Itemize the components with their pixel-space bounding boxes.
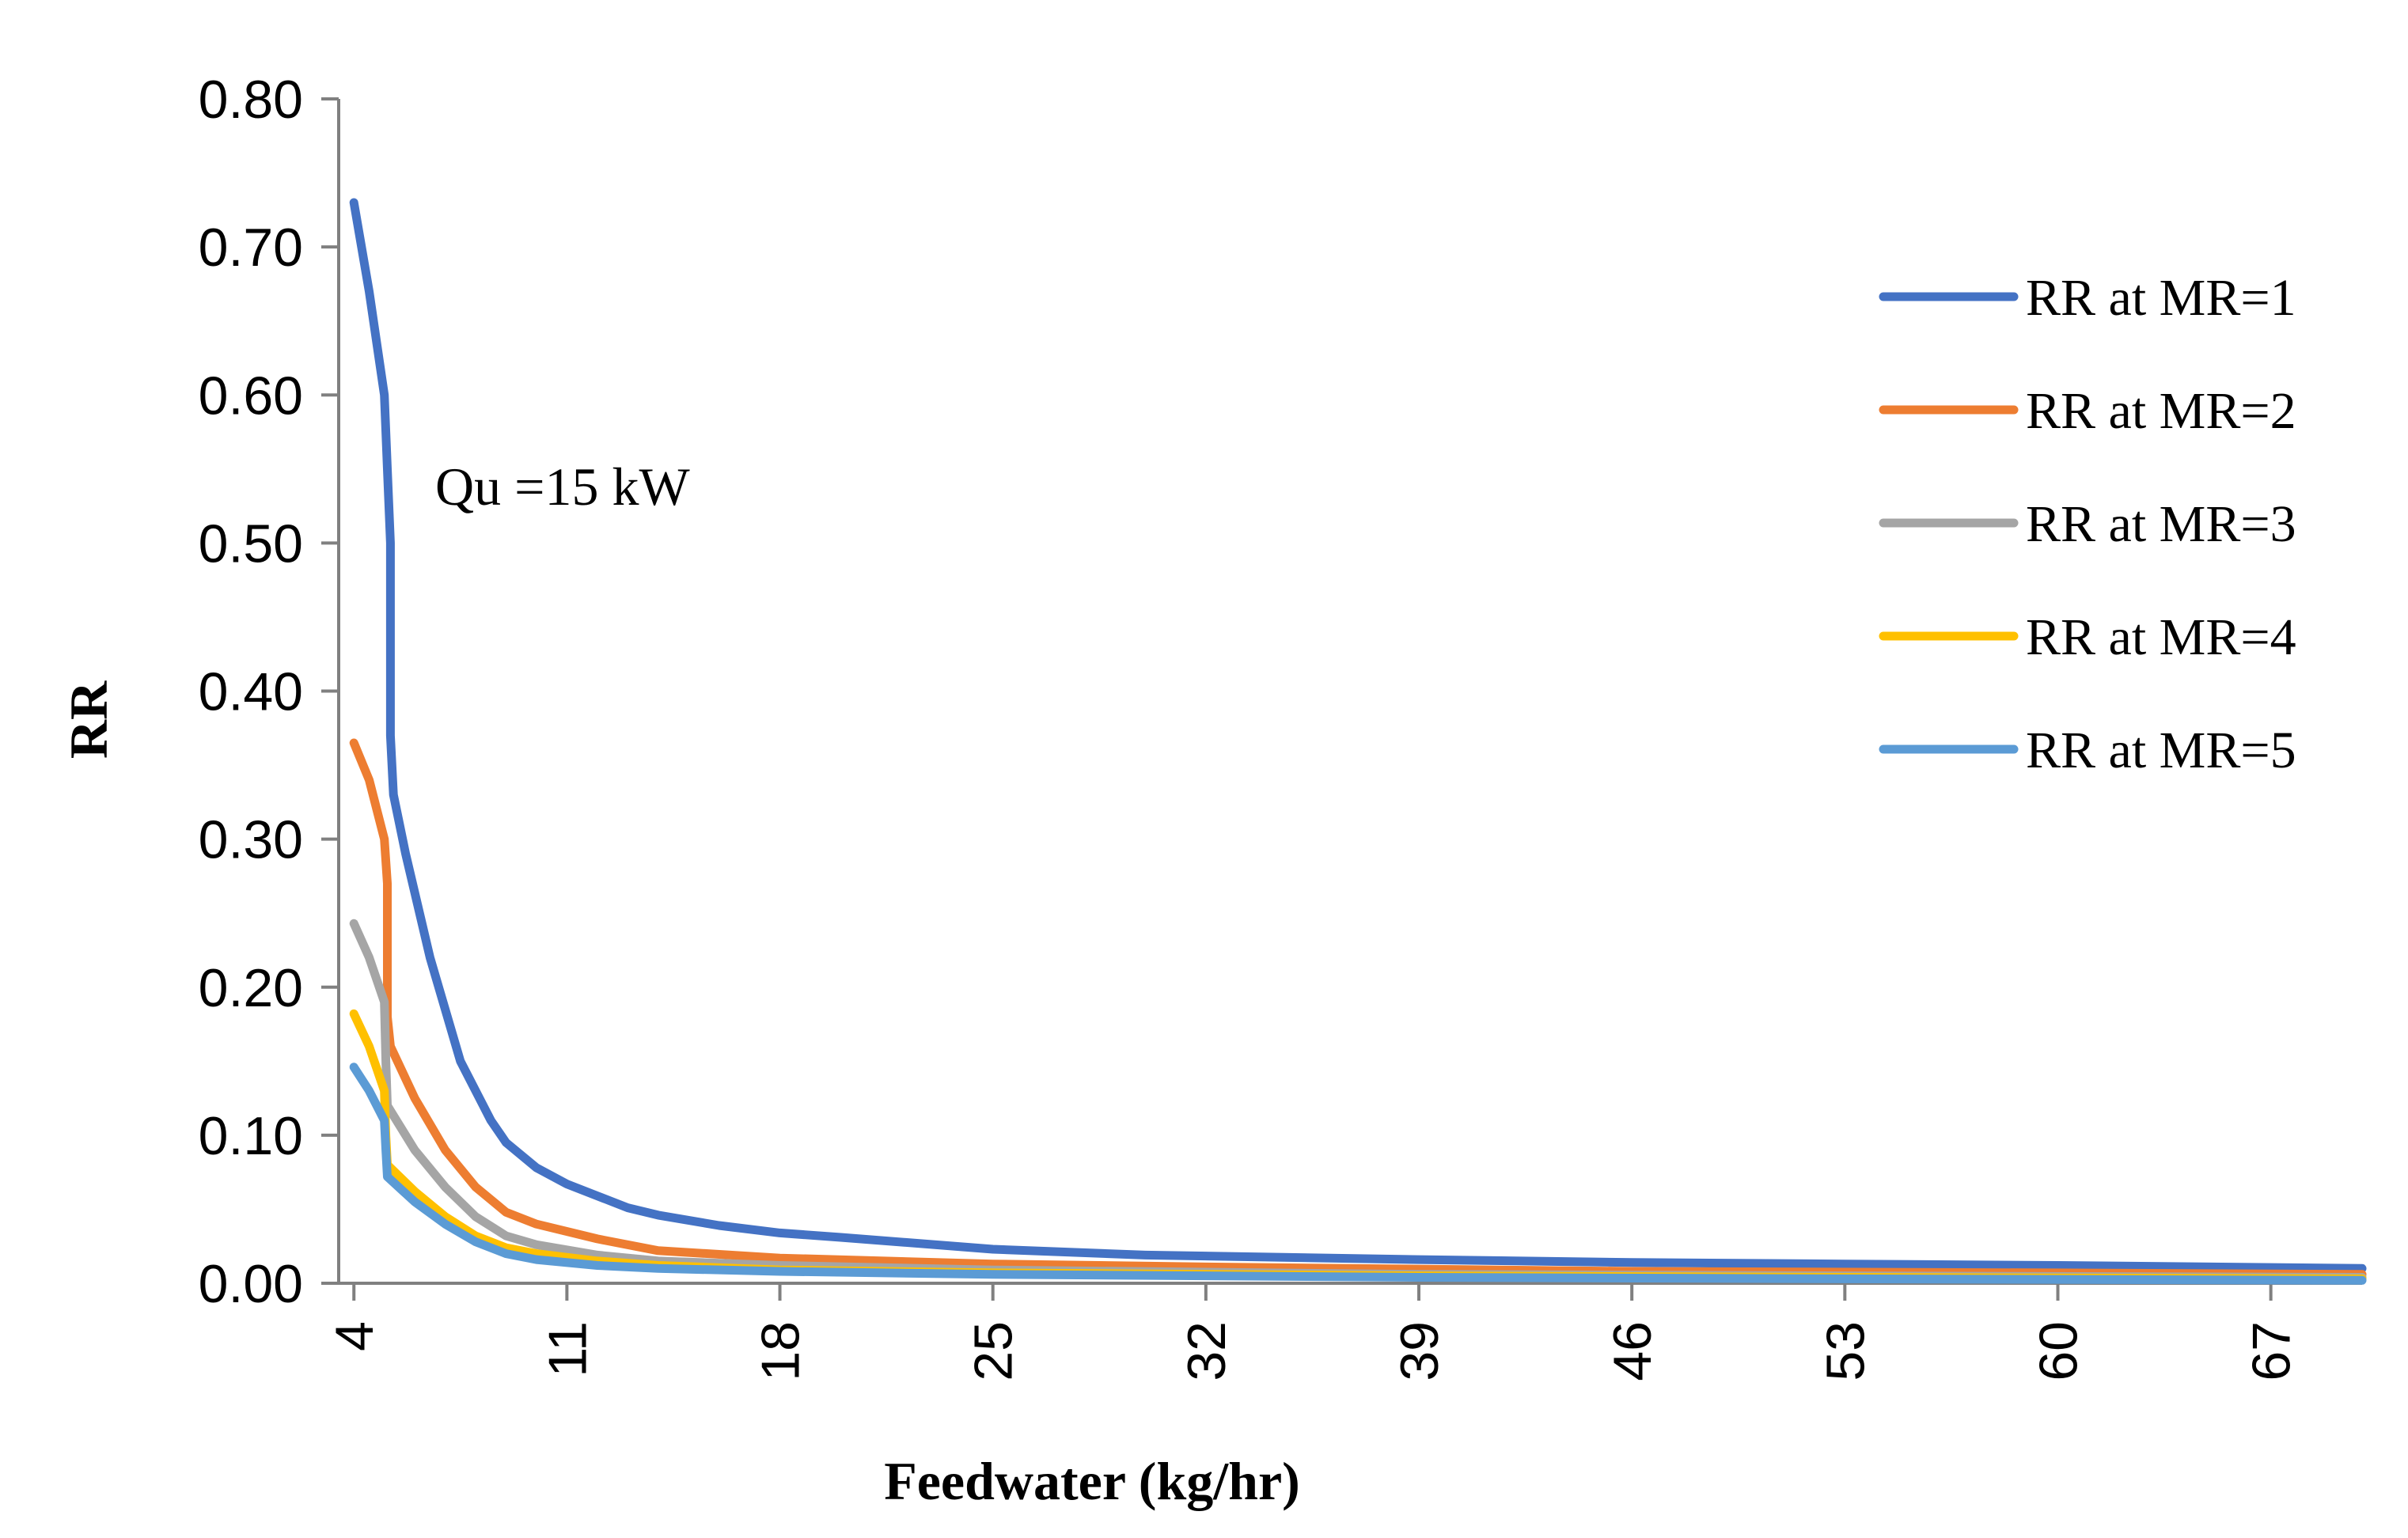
legend-label-mr-5: RR at MR=5 xyxy=(2026,722,2296,779)
x-tick-label: 46 xyxy=(1602,1321,1663,1381)
x-tick-label: 18 xyxy=(751,1321,811,1381)
y-axis-title: RR xyxy=(59,680,119,759)
x-tick-label: 67 xyxy=(2242,1321,2302,1381)
x-tick-label: 4 xyxy=(324,1321,385,1351)
x-tick-label: 11 xyxy=(537,1321,597,1377)
legend-label-mr-4: RR at MR=4 xyxy=(2026,608,2296,666)
series-line-mr-2 xyxy=(349,738,2367,1279)
legend-label-mr-3: RR at MR=3 xyxy=(2026,495,2296,553)
series-line-mr-4 xyxy=(349,1009,2367,1283)
annotation-label: Qu =15 kW xyxy=(435,456,690,517)
series-line-mr-3 xyxy=(349,919,2367,1282)
legend-label-mr-1: RR at MR=1 xyxy=(2026,269,2296,327)
y-tick-label: 0.40 xyxy=(199,662,303,722)
legend: RR at MR=1 RR at MR=2 RR at MR=3 RR at MR=4… xyxy=(1879,269,2296,779)
series-line-mr-5 xyxy=(349,1063,2367,1285)
series-line-mr-1 xyxy=(349,198,2367,1273)
y-tick-label: 0.00 xyxy=(199,1254,303,1314)
y-tick-label: 0.70 xyxy=(199,218,303,278)
x-tick-label: 25 xyxy=(964,1321,1024,1381)
legend-label-mr-2: RR at MR=2 xyxy=(2026,382,2296,440)
y-tick-label: 0.10 xyxy=(199,1106,303,1166)
y-tick-label: 0.30 xyxy=(199,810,303,870)
y-tick-label: 0.80 xyxy=(199,70,303,130)
axes: 0.00 0.10 0.20 0.30 0.40 0.50 0.60 0.70 0.80 4 11 1… xyxy=(199,70,2362,1381)
y-tick-label: 0.20 xyxy=(199,958,303,1018)
series-group xyxy=(349,198,2367,1285)
y-tick-label: 0.60 xyxy=(199,366,303,426)
x-tick-label: 39 xyxy=(1390,1321,1450,1381)
x-axis-title: Feedwater (kg/hr) xyxy=(884,1451,1300,1511)
x-tick-label: 53 xyxy=(1815,1321,1875,1381)
x-tick-label: 60 xyxy=(2028,1321,2088,1381)
y-tick-label: 0.50 xyxy=(199,513,303,574)
x-tick-label: 32 xyxy=(1177,1321,1237,1381)
